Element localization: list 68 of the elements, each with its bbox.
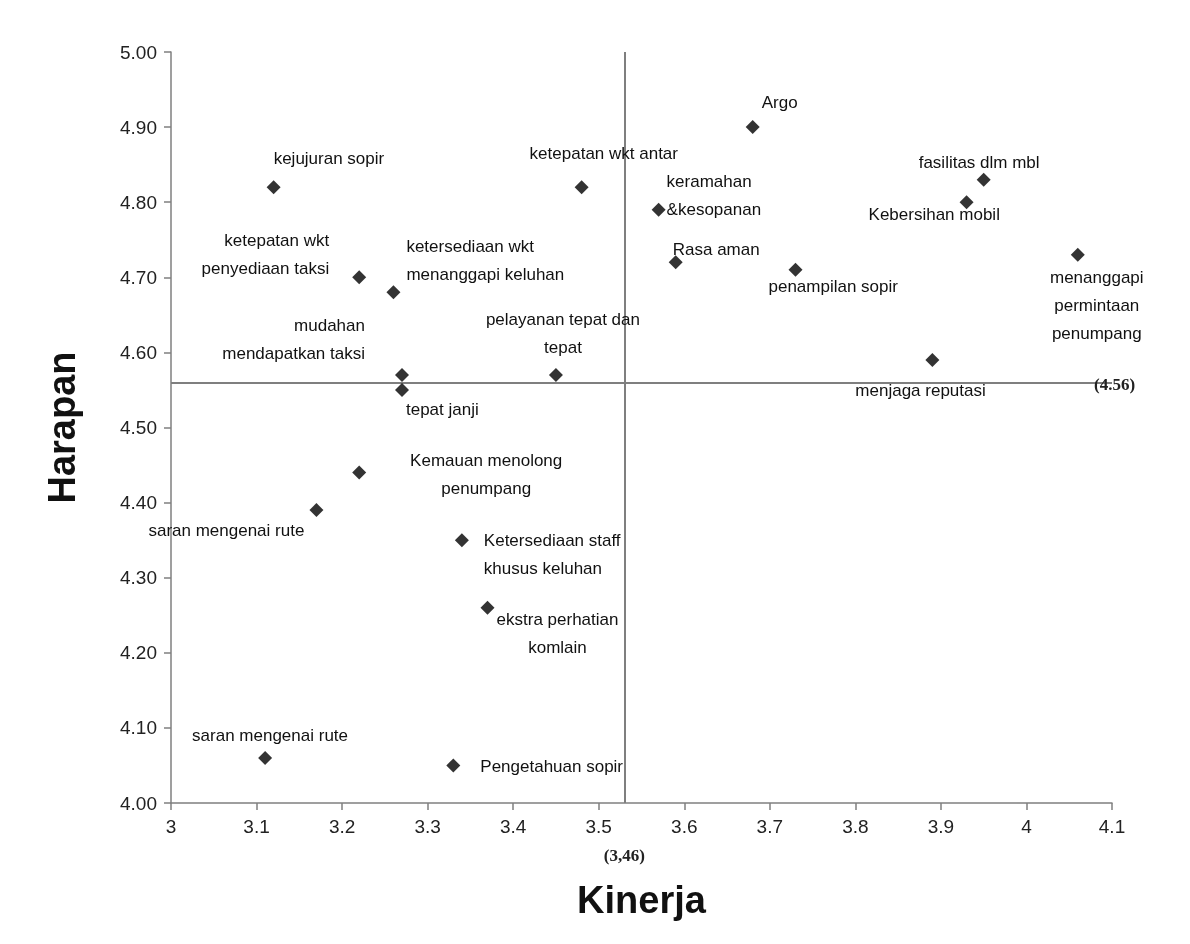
- annotation: keramahan &kesopanan: [666, 172, 762, 220]
- point: [454, 533, 469, 548]
- annotation: Pengetahuan sopir: [480, 756, 624, 776]
- ref-line-label: (4.56): [1094, 374, 1136, 394]
- x-tick-label: 3.1: [243, 816, 270, 837]
- annotation: ketersediaan wkt menanggapi keluhan: [406, 236, 565, 284]
- x-tick-label: 4: [1021, 816, 1033, 837]
- x-tick-label: 3.8: [842, 816, 869, 837]
- annotation: Kebersihan mobil: [868, 204, 1000, 224]
- annotation: fasilitas dlm mbl: [918, 153, 1040, 173]
- annotation: ekstra perhatian komlain: [496, 610, 619, 658]
- annotation: pelayanan tepat dan tepat: [485, 310, 640, 358]
- y-axis-title: Harapan: [41, 351, 83, 504]
- y-tick-label: 4.90: [120, 116, 157, 138]
- point: [574, 180, 589, 195]
- x-tick-label: 3.2: [328, 816, 356, 837]
- y-tick-label: 4.70: [120, 266, 157, 288]
- point: [446, 758, 461, 773]
- y-tick-label: 4.00: [120, 792, 157, 814]
- annotation: tepat janji: [405, 400, 479, 420]
- y-tick-label: 4.20: [120, 642, 157, 664]
- annotation: Rasa aman: [672, 239, 760, 259]
- x-tick-label: 3.5: [585, 816, 612, 837]
- y-tick-label: 4.80: [120, 191, 157, 213]
- annotation: Kemauan menolong penumpang: [410, 451, 563, 499]
- x-tick-label: 3.3: [414, 816, 441, 837]
- point: [352, 465, 367, 480]
- point: [668, 255, 683, 270]
- x-axis-title: Kinerja: [577, 879, 707, 921]
- point: [976, 172, 991, 187]
- point: [266, 180, 281, 195]
- y-tick-label: 4.60: [120, 341, 157, 363]
- point: [480, 600, 495, 615]
- point: [745, 120, 760, 135]
- annotation: ketepatan wkt penyediaan taksi: [201, 230, 330, 278]
- point: [309, 503, 324, 518]
- point: [386, 285, 401, 300]
- x-tick-label: 3.6: [671, 816, 698, 837]
- annotation: penampilan sopir: [768, 277, 899, 297]
- annotation: saran mengenai rute: [192, 726, 349, 746]
- annotation: menanggapi permintaan penumpang: [1049, 268, 1144, 344]
- point: [651, 202, 666, 217]
- point: [394, 382, 409, 397]
- y-tick-label: 5.00: [120, 41, 157, 63]
- annotation: saran mengenai rute: [148, 520, 305, 540]
- point: [925, 352, 940, 367]
- x-tick-label: 3: [165, 816, 177, 837]
- point: [352, 270, 367, 285]
- annotation: ketepatan wkt antar: [529, 143, 679, 163]
- point: [1070, 247, 1085, 262]
- x-tick-label: 4.1: [1098, 816, 1126, 837]
- text: (3,46): [603, 845, 645, 865]
- annotation: mudahan mendapatkan taksi: [222, 316, 365, 364]
- annotation: kejujuran sopir: [273, 148, 385, 168]
- annotation: menjaga reputasi: [855, 381, 986, 401]
- y-tick-label: 4.30: [120, 567, 157, 589]
- x-tick-label: 3.4: [499, 816, 527, 837]
- y-tick-label: 4.10: [120, 717, 157, 739]
- x-tick-label: 3.7: [756, 816, 784, 837]
- point: [548, 367, 563, 382]
- point: [394, 367, 409, 382]
- point: [788, 262, 803, 277]
- point: [258, 750, 273, 765]
- annotation: Ketersediaan staff khusus keluhan: [483, 530, 621, 578]
- y-tick-label: 4.40: [120, 492, 157, 514]
- x-tick-label: 3.9: [927, 816, 955, 837]
- y-tick-label: 4.50: [120, 417, 157, 438]
- annotation: Argo: [761, 92, 798, 112]
